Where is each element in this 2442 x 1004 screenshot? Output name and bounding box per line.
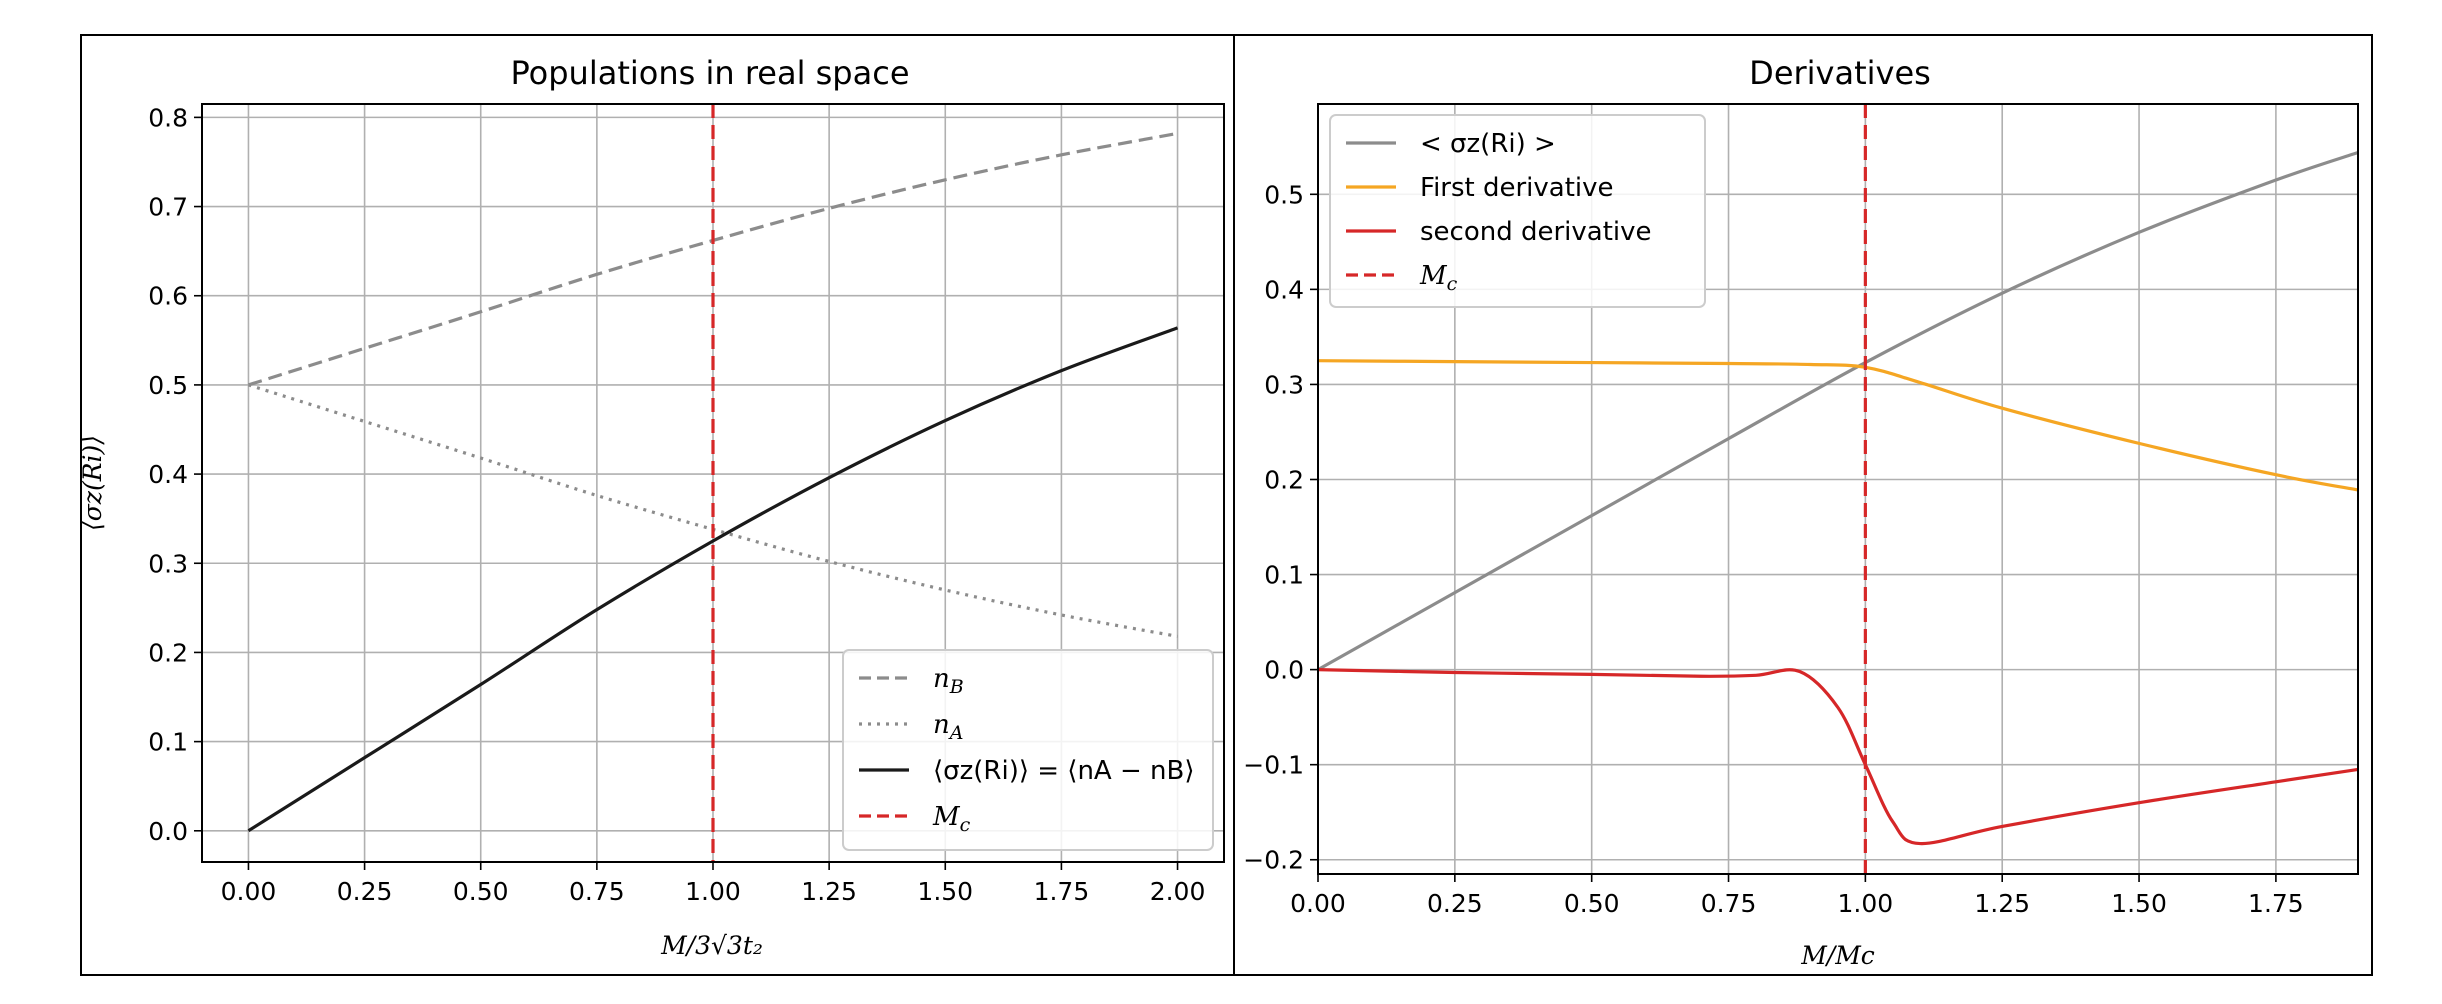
series-line-2 [247, 326, 1179, 833]
series-line-1 [1317, 359, 2359, 492]
x-tick-label: 0.25 [1427, 889, 1483, 918]
x-tick-label: 0.50 [1564, 889, 1620, 918]
y-tick-label: 0.7 [148, 193, 188, 222]
x-tick-label: 1.50 [917, 877, 973, 906]
right-x-axis-label: M/Mc [1800, 941, 1875, 970]
y-tick-label: 0.5 [148, 371, 188, 400]
right-x-axis: 0.00 0.25 0.50 0.75 1.00 1.25 1.50 1.75 [1290, 874, 2304, 918]
y-tick-label: 0.2 [148, 638, 188, 667]
left-chart: Populations in real space 0.00 0.25 0.50 0.… [78, 54, 1225, 960]
x-tick-label: 2.00 [1150, 877, 1206, 906]
y-tick-label: 0.5 [1264, 180, 1304, 209]
y-tick-label: 0.0 [148, 817, 188, 846]
left-legend-box [842, 649, 1214, 851]
x-tick-label: 1.25 [1974, 889, 2030, 918]
y-tick-label: −0.1 [1243, 751, 1304, 780]
y-tick-label: 0.3 [1264, 370, 1304, 399]
legend-label: Mc [1419, 261, 1458, 295]
x-tick-label: 1.25 [801, 877, 857, 906]
y-tick-label: 0.0 [1264, 656, 1304, 685]
series-line-2 [1317, 668, 2359, 846]
right-chart: Derivatives 0.00 0.25 0.50 0.75 1.00 1.25 1.50… [1243, 54, 2359, 970]
legend-label: ⟨σz(Ri)⟩ = ⟨nA − nB⟩ [933, 756, 1195, 786]
x-tick-label: 0.25 [337, 877, 393, 906]
y-tick-label: 0.4 [1264, 275, 1304, 304]
left-y-axis-label: ⟨σz(Ri)⟩ [78, 435, 107, 531]
x-tick-label: 1.00 [685, 877, 741, 906]
legend-label: < σz(Ri) > [1420, 129, 1556, 159]
legend-label: First derivative [1420, 173, 1614, 203]
y-tick-label: −0.2 [1243, 846, 1304, 875]
series-line-0 [247, 131, 1178, 387]
x-tick-label: 1.00 [1838, 889, 1894, 918]
right-legend-box [1329, 114, 1706, 308]
x-tick-label: 0.50 [453, 877, 509, 906]
left-x-axis: 0.00 0.25 0.50 0.75 1.00 1.25 1.50 1.75 2.00 [221, 862, 1206, 906]
left-plot-area [247, 104, 1179, 862]
right-panel-frame [1233, 34, 2373, 976]
right-y-axis: −0.2 −0.1 0.0 0.1 0.2 0.3 0.4 0.5 [1243, 180, 1318, 875]
legend-label: nA [933, 710, 963, 744]
right-plot-area [1317, 104, 2359, 874]
right-plot-border [1317, 103, 2359, 875]
y-tick-label: 0.8 [148, 103, 188, 132]
y-tick-label: 0.4 [148, 460, 188, 489]
y-tick-label: 0.3 [148, 549, 188, 578]
x-tick-label: 1.75 [2248, 889, 2304, 918]
right-chart-title: Derivatives [1749, 54, 1931, 92]
x-tick-label: 1.50 [2111, 889, 2167, 918]
x-tick-label: 0.00 [1290, 889, 1346, 918]
left-legend: nB nA ⟨σz(Ri)⟩ = ⟨nA − nB⟩ Mc [842, 649, 1214, 851]
y-tick-label: 0.2 [1264, 465, 1304, 494]
right-legend: < σz(Ri) > First derivative second derivat… [1329, 114, 1706, 308]
legend-label: Mc [932, 802, 971, 836]
x-tick-label: 1.75 [1034, 877, 1090, 906]
legend-label: second derivative [1420, 217, 1652, 247]
y-tick-label: 0.1 [1264, 561, 1304, 590]
x-tick-label: 0.00 [221, 877, 277, 906]
left-chart-title: Populations in real space [511, 54, 910, 92]
left-y-axis: 0.0 0.1 0.2 0.3 0.4 0.5 0.6 0.7 0.8 [148, 103, 202, 846]
x-tick-label: 0.75 [1701, 889, 1757, 918]
legend-label: nB [933, 664, 964, 698]
left-x-axis-label: M/3√3t₂ [660, 931, 763, 960]
y-tick-label: 0.6 [148, 282, 188, 311]
x-tick-label: 0.75 [569, 877, 625, 906]
y-tick-label: 0.1 [148, 728, 188, 757]
